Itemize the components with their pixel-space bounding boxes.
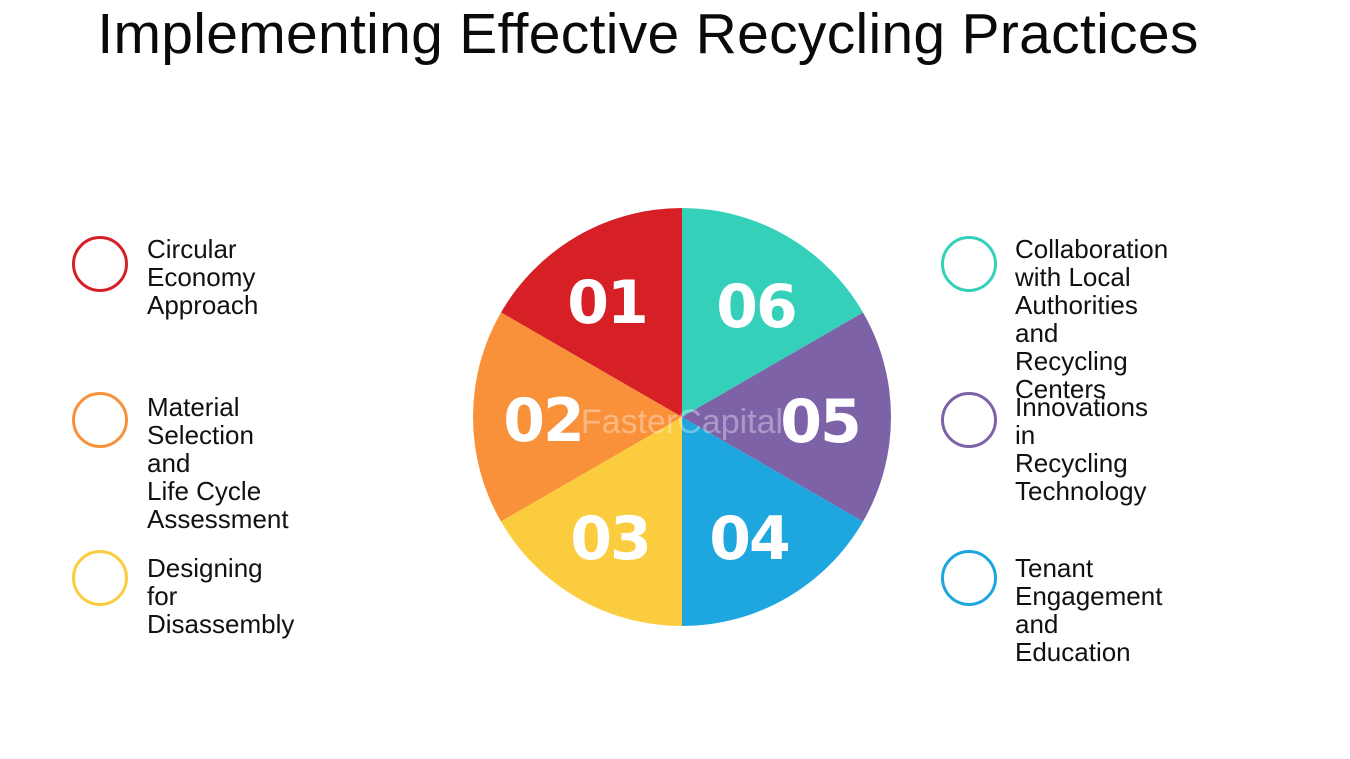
item-label-02: Material Selection and Life Cycle Assess… — [147, 392, 289, 534]
item-label-03: Designing for Disassembly — [147, 553, 295, 639]
segment-number-06: 06 — [716, 272, 796, 342]
segment-number-01: 01 — [567, 268, 647, 338]
wedge-03 — [501, 417, 682, 626]
ring-marker-03 — [72, 550, 128, 606]
ring-marker-05 — [941, 392, 997, 448]
segment-number-04: 04 — [709, 504, 789, 574]
item-label-05: Innovations in Recycling Technology — [1015, 392, 1148, 506]
ring-marker-06 — [941, 236, 997, 292]
watermark-text: FasterCapital — [581, 403, 783, 441]
wedge-05 — [682, 312, 892, 522]
item-label-04: Tenant Engagement and Education — [1015, 553, 1163, 667]
wedge-04 — [682, 417, 863, 626]
wedge-02 — [472, 312, 682, 522]
item-label-01: Circular Economy Approach — [147, 234, 259, 320]
segment-wheel: FasterCapital 01 02 03 04 05 06 — [472, 208, 892, 626]
segment-number-03: 03 — [570, 504, 650, 574]
page-title: Implementing Effective Recycling Practic… — [97, 2, 1199, 66]
segment-number-02: 02 — [503, 386, 583, 456]
wedge-01 — [501, 208, 682, 417]
segment-number-05: 05 — [780, 387, 860, 457]
wedge-06 — [682, 208, 863, 417]
ring-marker-04 — [941, 550, 997, 606]
ring-marker-01 — [72, 236, 128, 292]
item-label-06: Collaboration with Local Authorities and… — [1015, 234, 1169, 404]
ring-marker-02 — [72, 392, 128, 448]
